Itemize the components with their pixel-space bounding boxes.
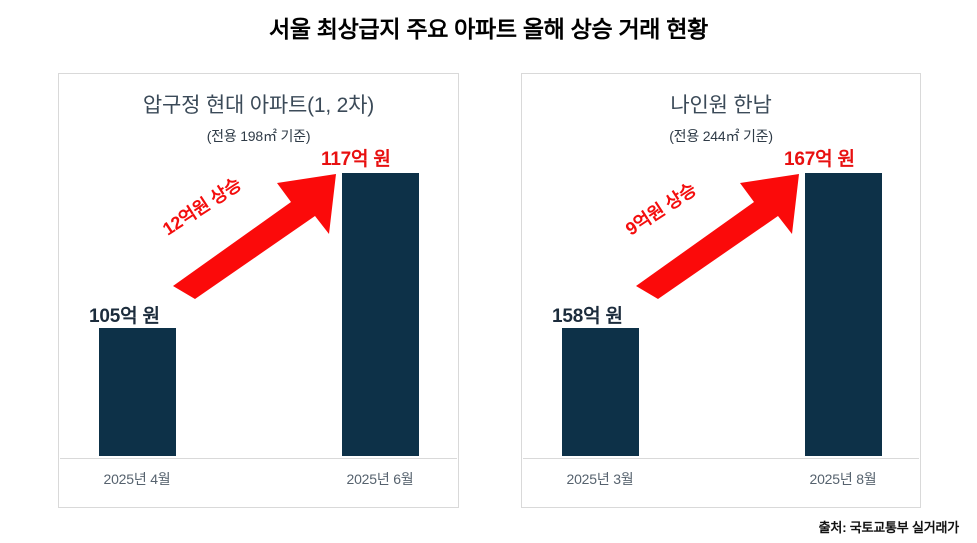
panel-title: 나인원 한남 [670, 94, 772, 117]
bar-value-start: 105억 원 [89, 306, 160, 327]
bar-start[interactable] [562, 328, 639, 456]
bar-value-end: 167억 원 [784, 149, 855, 170]
x-tick-start: 2025년 3월 [566, 471, 634, 487]
bar-value-end: 117억 원 [321, 149, 391, 170]
x-axis-line [60, 458, 457, 459]
x-tick-start: 2025년 4월 [103, 471, 171, 487]
plot-area: 105억 원 117억 원 12억원 상승 2025년 4월 2025년 6월 [59, 74, 458, 507]
plot-area: 158억 원 167억 원 9억원 상승 2025년 3월 2025년 8월 [522, 74, 920, 507]
x-tick-end: 2025년 8월 [809, 471, 877, 487]
panel-subtitle: (전용 198㎡ 기준) [206, 128, 311, 144]
chart-panel-apgujeong-hyundai: 압구정 현대 아파트(1, 2차) (전용 198㎡ 기준) 105억 원 11… [58, 73, 459, 508]
growth-arrow-label: 12억원 상승 [159, 173, 245, 240]
x-tick-end: 2025년 6월 [346, 471, 414, 487]
panel-subtitle: (전용 244㎡ 기준) [669, 128, 773, 144]
page-title: 서울 최상급지 주요 아파트 올해 상승 거래 현황 [269, 16, 708, 42]
bar-end[interactable] [805, 173, 882, 456]
panel-title: 압구정 현대 아파트(1, 2차) [142, 94, 375, 117]
bar-end[interactable] [342, 173, 419, 456]
growth-arrow-label: 9억원 상승 [622, 179, 700, 240]
x-axis-line [523, 458, 919, 459]
bar-start[interactable] [99, 328, 176, 456]
chart-panel-nineone-hannam: 나인원 한남 (전용 244㎡ 기준) 158억 원 167억 원 9억원 상승… [521, 73, 921, 508]
source-note: 출처: 국토교통부 실거래가 [818, 520, 960, 535]
bar-value-start: 158억 원 [552, 306, 623, 327]
